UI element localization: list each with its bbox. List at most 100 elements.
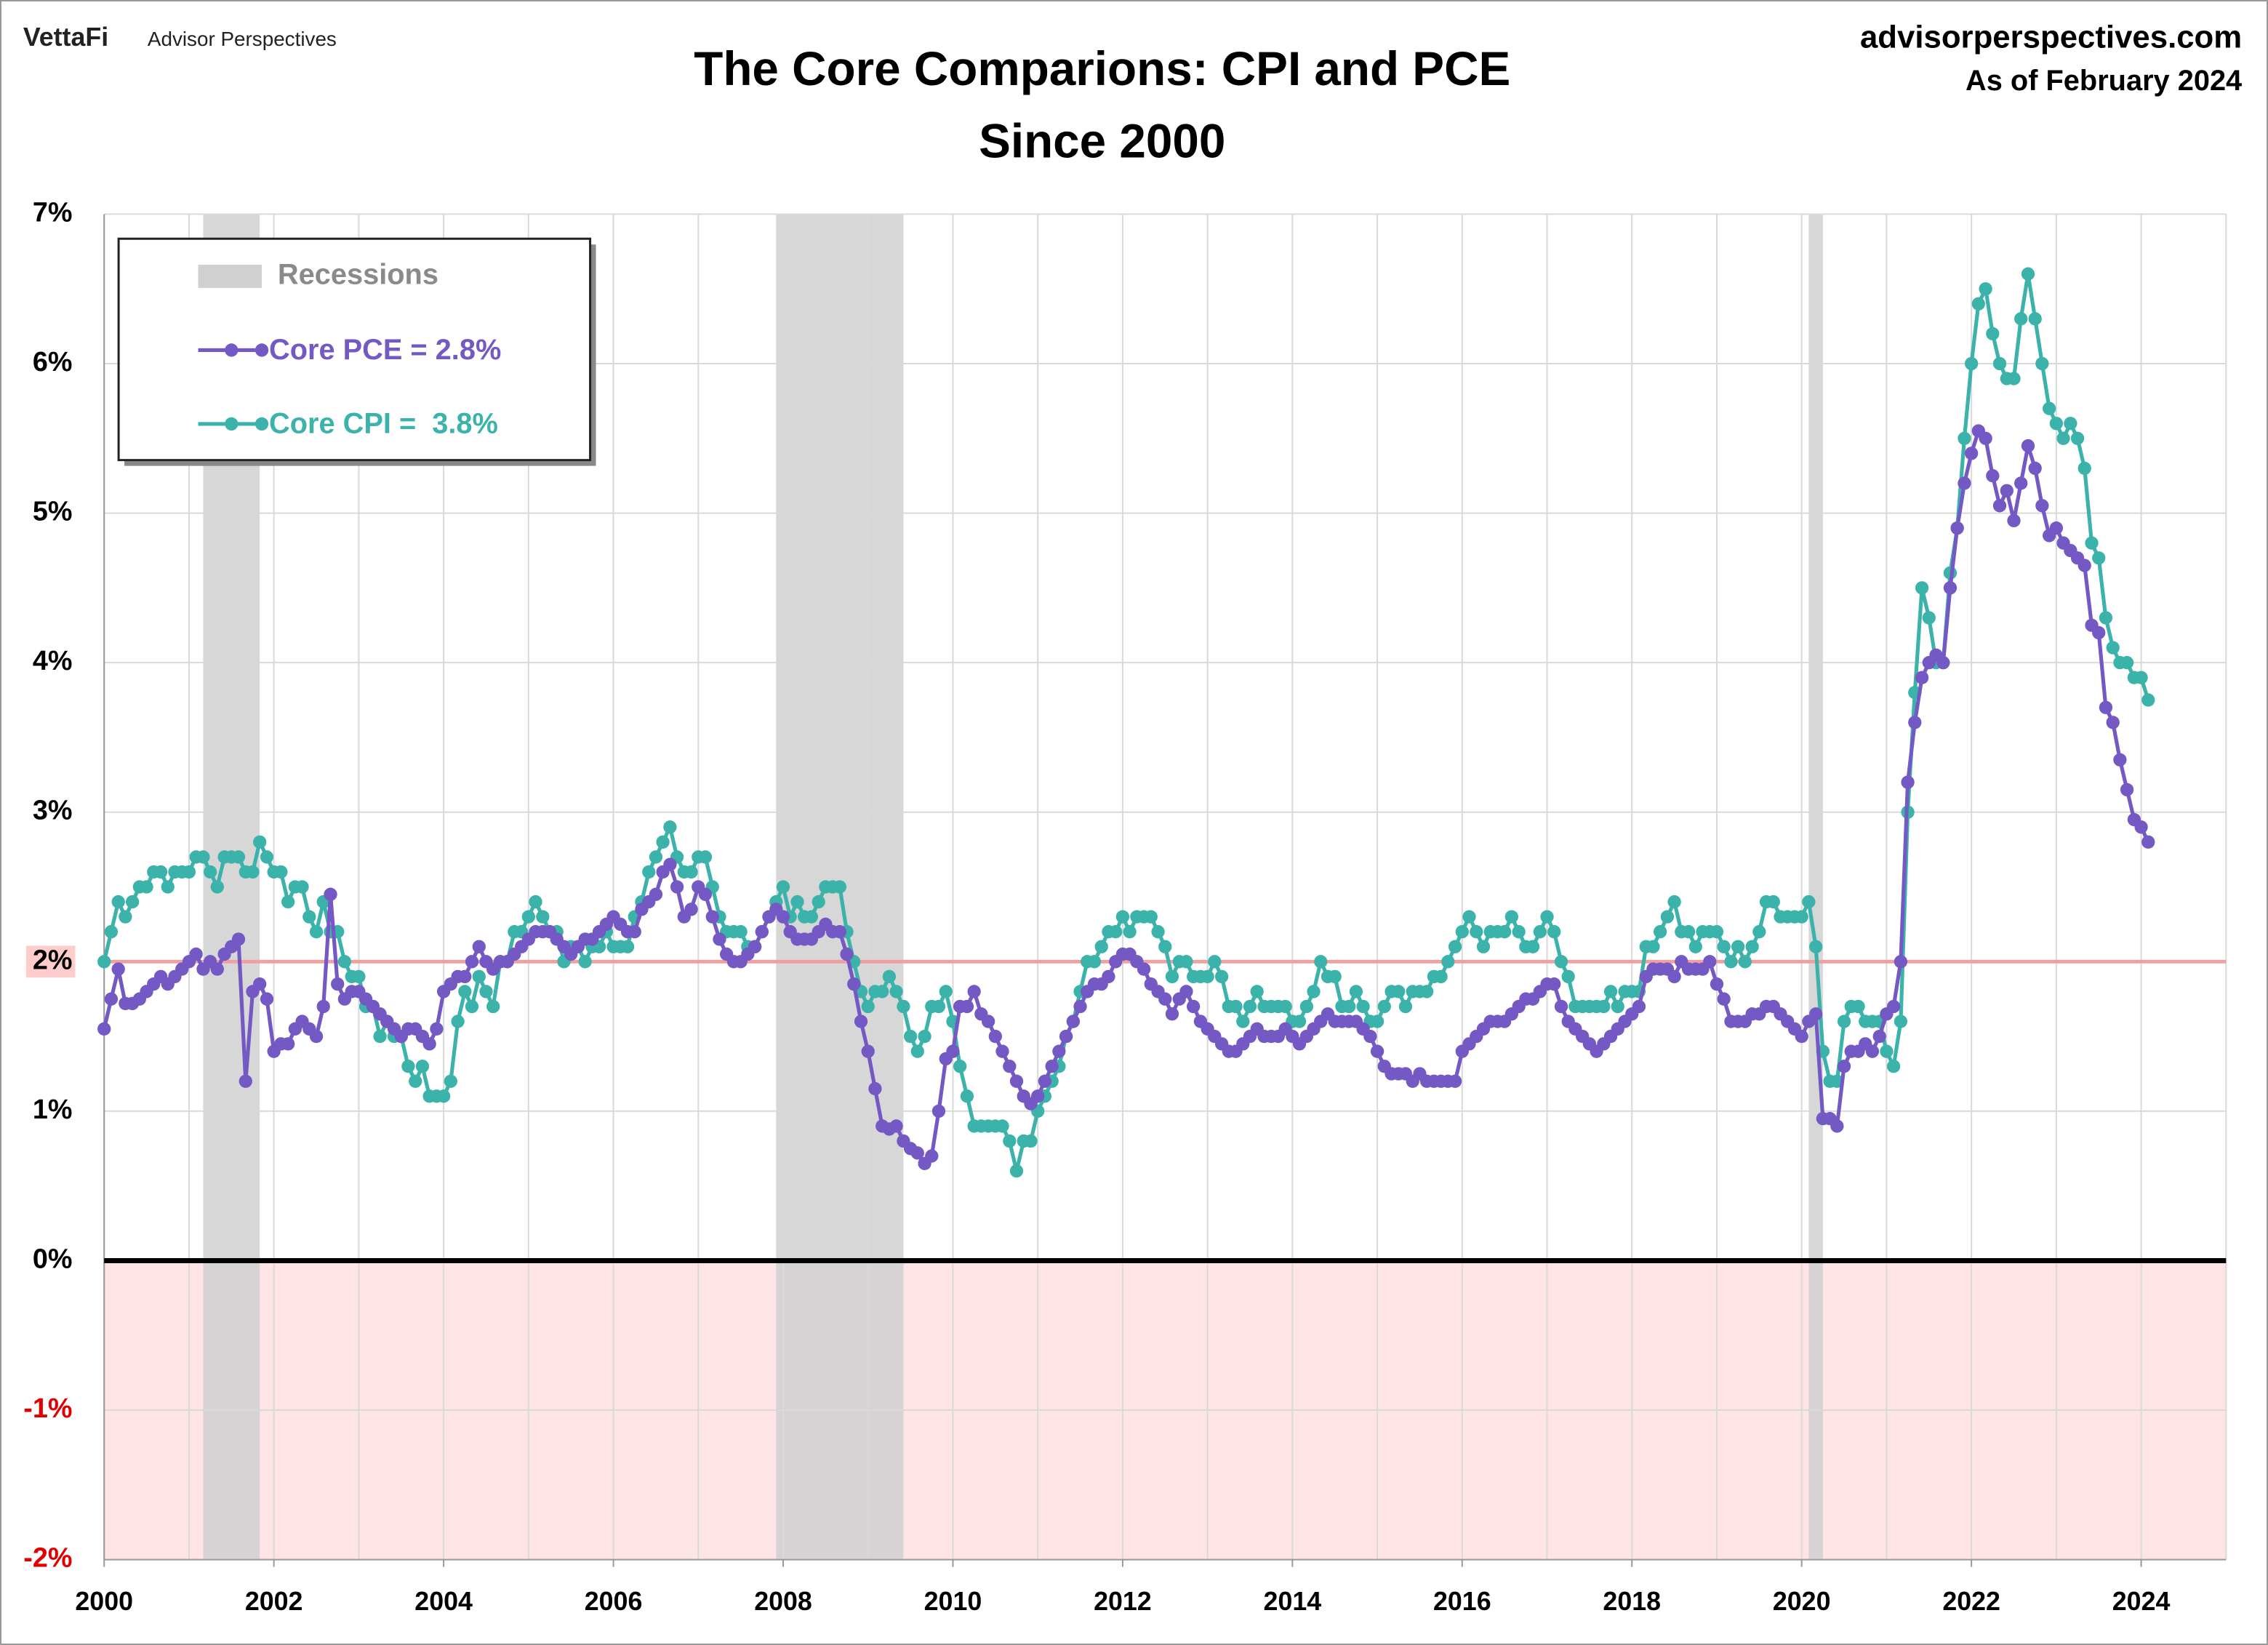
series-point	[1971, 297, 1985, 311]
series-point	[790, 894, 804, 909]
series-point	[1123, 925, 1137, 939]
series-point	[2014, 312, 2028, 326]
series-point	[1031, 1089, 1045, 1103]
series-point	[705, 910, 719, 924]
series-point	[2021, 267, 2035, 281]
series-point	[1229, 999, 1243, 1014]
series-point	[1392, 985, 1406, 998]
series-point	[889, 985, 903, 998]
series-point	[1201, 969, 1214, 984]
series-point	[465, 955, 479, 969]
series-point	[1795, 910, 1808, 924]
series-point	[2106, 641, 2120, 655]
series-point	[1554, 999, 1568, 1014]
series-point	[684, 902, 698, 916]
series-point	[1922, 611, 1936, 625]
series-point	[182, 865, 196, 879]
x-tick-label: 2006	[585, 1587, 643, 1616]
series-point	[1179, 955, 1193, 969]
series-point	[1102, 969, 1115, 984]
x-tick-label: 2000	[75, 1587, 133, 1616]
y-tick-label: 0%	[33, 1244, 73, 1274]
series-point	[1504, 910, 1519, 924]
series-point	[1314, 955, 1328, 969]
series-point	[2021, 439, 2035, 453]
series-point	[1342, 999, 1356, 1014]
series-point	[1851, 999, 1865, 1014]
legend-marker	[225, 343, 239, 357]
series-point	[1087, 955, 1102, 969]
series-point	[281, 894, 295, 909]
tick-highlight	[25, 945, 76, 978]
series-point	[1003, 1134, 1017, 1148]
series-point	[104, 992, 119, 1006]
y-tick-label: -2%	[23, 1543, 72, 1574]
series-point	[1476, 940, 1491, 953]
series-point	[161, 880, 175, 894]
series-point	[840, 947, 854, 961]
y-tick-label: 1%	[33, 1094, 73, 1125]
series-point	[1109, 925, 1123, 939]
x-tick-label: 2014	[1264, 1587, 1322, 1616]
series-point	[2141, 693, 2155, 707]
series-point	[1363, 1029, 1377, 1044]
series-point	[1158, 940, 1172, 953]
series-point	[451, 1014, 465, 1028]
series-point	[1943, 581, 1958, 595]
series-point	[472, 940, 486, 953]
series-point	[1901, 775, 1915, 789]
series-point	[882, 969, 897, 984]
series-point	[861, 1044, 875, 1058]
series-point	[1094, 940, 1108, 953]
series-point	[1837, 1014, 1851, 1028]
series-point	[1151, 925, 1165, 939]
series-point	[1802, 894, 1816, 909]
series-point	[189, 947, 203, 961]
series-point	[1992, 356, 2007, 371]
series-point	[2120, 656, 2134, 670]
series-point	[649, 850, 663, 864]
series-point	[960, 999, 974, 1014]
series-point	[1434, 969, 1448, 984]
series-point	[1533, 925, 1547, 939]
series-point	[309, 925, 324, 939]
series-point	[946, 1044, 960, 1058]
series-point	[1667, 894, 1681, 909]
series-point	[316, 999, 330, 1014]
series-point	[2085, 536, 2099, 550]
series-point	[210, 962, 224, 976]
series-point	[2064, 417, 2077, 431]
series-point	[2134, 820, 2148, 834]
series-point	[981, 1014, 995, 1028]
series-point	[1603, 985, 1618, 998]
series-point	[1165, 1007, 1179, 1021]
series-point	[1745, 940, 1759, 953]
series-point	[1236, 1014, 1250, 1028]
series-point	[274, 865, 288, 879]
series-point	[436, 1089, 451, 1103]
series-point	[1703, 955, 1717, 969]
series-point	[939, 985, 953, 998]
x-tick-label: 2020	[1773, 1587, 1831, 1616]
series-point	[1880, 1044, 1894, 1058]
series-point	[2000, 484, 2013, 497]
x-tick-label: 2002	[245, 1587, 303, 1616]
series-point	[1003, 1060, 1017, 1073]
series-point	[479, 985, 493, 998]
series-point	[1448, 940, 1462, 953]
series-point	[2028, 312, 2042, 326]
series-point	[1470, 925, 1483, 939]
series-point	[1009, 1074, 1024, 1088]
series-point	[529, 894, 542, 909]
series-point	[2070, 431, 2085, 445]
series-point	[713, 932, 726, 946]
x-tick-label: 2022	[1942, 1587, 2000, 1616]
source: advisorperspectives.com	[1860, 19, 2242, 55]
series-point	[1561, 969, 1575, 984]
series-point	[1455, 925, 1469, 939]
x-tick-label: 2024	[2112, 1587, 2171, 1616]
series-point	[2056, 431, 2070, 445]
series-point	[458, 985, 472, 998]
series-point	[1915, 671, 1929, 684]
series-point	[776, 880, 790, 894]
